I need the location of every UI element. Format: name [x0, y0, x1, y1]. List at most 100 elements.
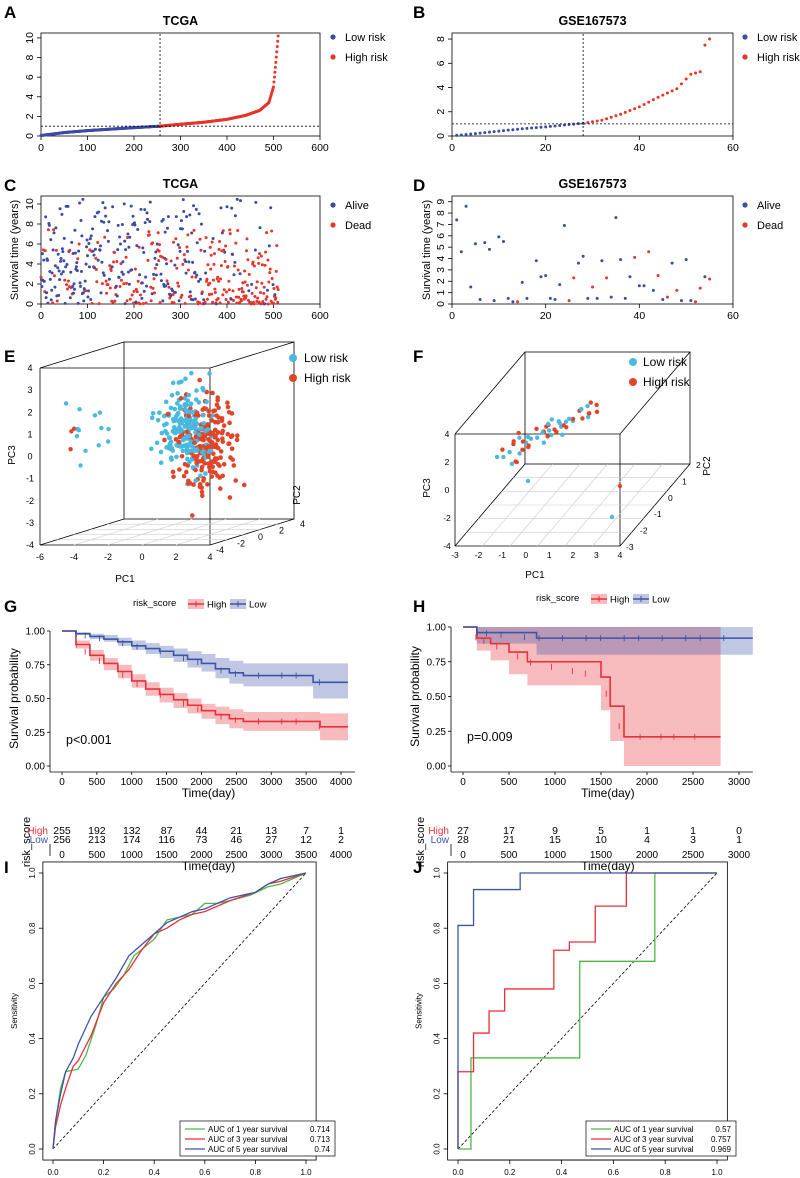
legend-marker — [629, 378, 637, 386]
legend-label: Low risk — [304, 351, 349, 365]
y-tick-label: -2 — [640, 526, 648, 536]
data-point — [85, 245, 89, 249]
x-tick-label: 0 — [449, 142, 455, 154]
data-point — [91, 249, 95, 253]
data-point — [158, 449, 164, 455]
data-point — [193, 297, 197, 301]
legend-box — [179, 1120, 336, 1157]
y-tick-label: -1 — [654, 509, 662, 519]
data-point — [266, 302, 270, 306]
data-point — [258, 291, 262, 295]
data-point — [157, 259, 161, 263]
roc-curve — [457, 872, 717, 1149]
x-tick-label: 0.4 — [556, 1168, 568, 1177]
x-tick-label: 3 — [594, 550, 599, 560]
data-point — [186, 433, 192, 439]
data-point — [55, 299, 59, 303]
data-point — [197, 432, 202, 438]
data-point — [617, 483, 623, 489]
data-point — [143, 208, 147, 212]
data-point — [459, 250, 463, 254]
data-point — [513, 459, 518, 464]
y-tick-label: 4 — [435, 84, 447, 90]
data-point — [245, 283, 249, 287]
data-point — [246, 258, 250, 262]
data-point — [215, 430, 221, 435]
data-point — [276, 300, 280, 304]
y-tick-label: 6 — [435, 233, 447, 239]
x-tick-label: 4000 — [330, 777, 353, 788]
data-point — [76, 301, 80, 305]
data-point — [164, 421, 169, 427]
risk-x-tick-label: 500 — [89, 850, 106, 861]
data-point — [703, 275, 707, 279]
x-tick-label: 400 — [218, 310, 236, 322]
data-point — [115, 294, 119, 298]
data-point — [199, 485, 205, 490]
data-point — [184, 469, 189, 475]
data-point — [169, 294, 173, 298]
data-point — [178, 246, 182, 250]
data-point — [647, 250, 651, 254]
risk-x-tick-label: 3500 — [295, 850, 318, 861]
data-point — [234, 241, 238, 245]
data-point — [227, 279, 231, 283]
panel-letter-b: B — [413, 3, 425, 22]
data-point — [54, 248, 58, 252]
risk-x-tick-label: 4000 — [330, 850, 353, 861]
data-point — [155, 263, 159, 267]
data-point — [79, 270, 83, 274]
data-point — [223, 250, 227, 254]
data-point — [562, 224, 566, 228]
risk-row-label: Low — [431, 835, 450, 846]
ci-band-low — [62, 631, 348, 699]
data-point — [235, 301, 239, 305]
risk-table-cell: 192 — [88, 825, 106, 837]
x-tick-label: 0 — [460, 777, 466, 788]
x-tick-label: 0 — [38, 142, 44, 154]
data-point — [63, 278, 67, 282]
panel-letter-a: A — [4, 3, 16, 22]
data-point — [210, 459, 215, 464]
y-tick-label: 0 — [435, 301, 447, 307]
data-point — [520, 127, 524, 131]
data-point — [185, 249, 189, 253]
data-point — [585, 414, 591, 420]
data-point — [178, 406, 184, 411]
data-point — [525, 434, 531, 440]
risk-table-cell: 116 — [158, 834, 175, 846]
data-point — [263, 302, 267, 306]
data-point — [175, 266, 179, 270]
x-tick-label: 0 — [139, 552, 144, 562]
data-point — [204, 236, 208, 240]
data-point — [254, 286, 258, 290]
data-point — [213, 442, 219, 447]
y-tick-label: 1 — [682, 476, 687, 486]
data-point — [594, 402, 599, 408]
data-point — [74, 265, 78, 269]
data-point — [195, 241, 199, 245]
y-tick-label: 1.00 — [427, 623, 447, 634]
x-tick-label: 40 — [633, 310, 645, 322]
data-point — [656, 95, 660, 99]
data-point — [235, 197, 239, 201]
x-tick-label: 3500 — [295, 777, 318, 788]
plot-frame — [42, 861, 317, 1161]
y-tick-label: 7 — [435, 221, 447, 227]
data-point — [273, 65, 277, 69]
data-point — [158, 243, 162, 247]
data-point — [642, 284, 646, 288]
legend-label: AUC of 1 year survival — [614, 1125, 694, 1134]
data-point — [235, 433, 240, 438]
data-point — [708, 277, 712, 281]
data-point — [175, 391, 180, 396]
data-point — [86, 295, 90, 299]
data-point — [173, 263, 177, 267]
risk-table-cell: 7 — [303, 825, 309, 837]
data-point — [175, 256, 179, 260]
chart-title: TCGA — [163, 177, 198, 191]
data-point — [275, 45, 279, 49]
data-point — [511, 441, 516, 447]
data-point — [63, 301, 67, 305]
data-point — [200, 290, 204, 294]
